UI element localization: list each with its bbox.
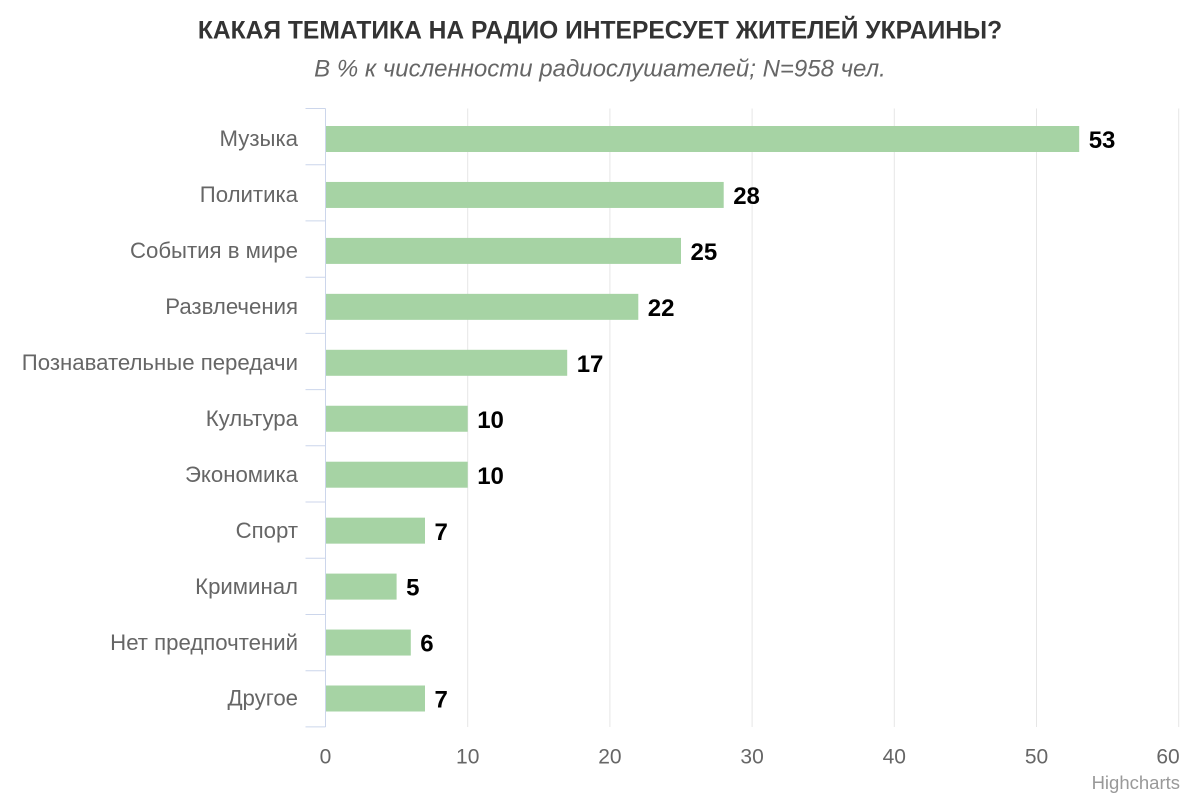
svg-text:20: 20	[598, 746, 621, 769]
svg-text:28: 28	[733, 183, 760, 210]
svg-text:Спорт: Спорт	[236, 518, 298, 543]
svg-text:5: 5	[406, 575, 419, 602]
svg-text:25: 25	[691, 239, 718, 266]
svg-text:Другое: Другое	[228, 686, 299, 711]
svg-text:Политика: Политика	[200, 182, 299, 207]
svg-text:10: 10	[477, 463, 504, 490]
svg-text:Познавательные передачи: Познавательные передачи	[22, 350, 298, 375]
svg-text:Развлечения: Развлечения	[165, 294, 298, 319]
svg-text:7: 7	[435, 687, 448, 714]
svg-text:17: 17	[577, 351, 604, 378]
svg-text:10: 10	[477, 407, 504, 434]
svg-text:В % к численности радиослушате: В % к численности радиослушателей; N=958…	[314, 55, 886, 82]
svg-text:50: 50	[1025, 746, 1048, 769]
svg-text:53: 53	[1089, 127, 1116, 154]
svg-text:Нет предпочтений: Нет предпочтений	[110, 630, 298, 655]
svg-text:Криминал: Криминал	[195, 574, 298, 599]
svg-text:Музыка: Музыка	[220, 126, 299, 151]
svg-text:События в мире: События в мире	[130, 238, 298, 263]
svg-text:22: 22	[648, 295, 675, 322]
svg-text:КАКАЯ ТЕМАТИКА НА РАДИО ИНТЕРЕ: КАКАЯ ТЕМАТИКА НА РАДИО ИНТЕРЕСУЕТ ЖИТЕЛ…	[198, 16, 1002, 44]
svg-text:Highcharts: Highcharts	[1092, 772, 1180, 793]
svg-text:0: 0	[320, 746, 332, 769]
svg-text:Культура: Культура	[206, 406, 299, 431]
svg-text:40: 40	[883, 746, 906, 769]
svg-text:6: 6	[420, 631, 433, 658]
svg-text:30: 30	[740, 746, 763, 769]
svg-text:7: 7	[435, 519, 448, 546]
svg-text:10: 10	[456, 746, 479, 769]
svg-text:Экономика: Экономика	[185, 462, 299, 487]
svg-text:60: 60	[1156, 746, 1179, 769]
